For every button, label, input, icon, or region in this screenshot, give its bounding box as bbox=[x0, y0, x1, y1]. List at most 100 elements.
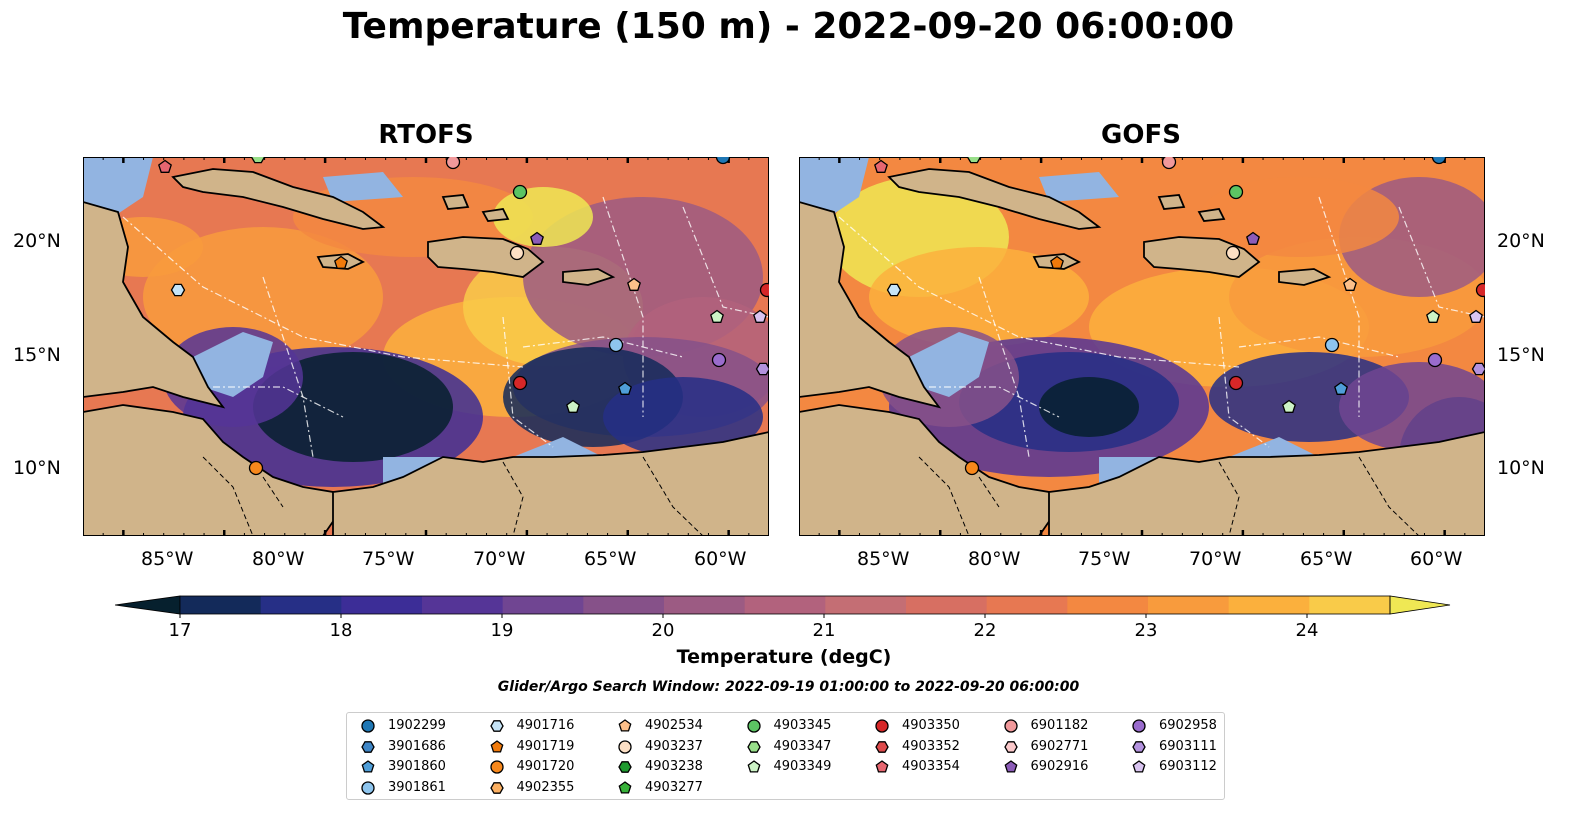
colorbar-tick-label: 23 bbox=[1134, 620, 1158, 641]
float-marker-3901861 bbox=[608, 337, 624, 353]
float-marker-4903349 bbox=[710, 309, 724, 323]
float-marker-6902916 bbox=[530, 231, 544, 245]
float-marker-4903350 bbox=[759, 282, 769, 298]
colorbar-segment bbox=[583, 596, 665, 614]
colorbar-segment bbox=[906, 596, 988, 614]
circle-marker-icon bbox=[361, 780, 375, 795]
float-marker-4903349 bbox=[1426, 309, 1440, 323]
float-marker-3901860 bbox=[1334, 381, 1348, 395]
colorbar-segment bbox=[825, 596, 907, 614]
lon-tick-label: 70°W bbox=[1189, 548, 1242, 570]
legend-label: 6902958 bbox=[1159, 718, 1217, 733]
pentagon-marker-icon bbox=[618, 780, 632, 794]
legend-label: 1902299 bbox=[388, 718, 446, 733]
float-marker-4901720 bbox=[248, 460, 264, 476]
eez-boundary bbox=[1238, 336, 1400, 358]
legend-label: 4902534 bbox=[645, 718, 703, 733]
eez-boundary bbox=[502, 316, 554, 448]
gofs-map bbox=[799, 157, 1485, 536]
float-marker-4901716 bbox=[170, 283, 186, 297]
legend-label: 4903350 bbox=[902, 718, 960, 733]
legend-label: 4903349 bbox=[773, 759, 832, 774]
legend-label: 6901182 bbox=[1030, 718, 1089, 733]
float-marker-4903347 bbox=[250, 157, 266, 164]
landmass bbox=[332, 431, 769, 536]
hexagon-marker-icon bbox=[361, 740, 375, 753]
pentagon-marker-icon bbox=[747, 760, 760, 773]
temperature-patch bbox=[869, 247, 1089, 347]
colorbar-tick-label: 21 bbox=[812, 620, 836, 641]
float-marker-4903237 bbox=[1225, 245, 1241, 261]
legend-label: 3901686 bbox=[388, 738, 446, 754]
shallow-shelf bbox=[909, 332, 989, 397]
colorbar-segment bbox=[744, 596, 826, 614]
circle-marker-icon bbox=[1003, 719, 1018, 733]
colorbar-segment bbox=[986, 596, 1068, 614]
hexagon-marker-icon bbox=[875, 740, 889, 753]
colorbar-tick-label: 19 bbox=[490, 620, 514, 641]
circle-marker-icon bbox=[618, 739, 632, 754]
legend-label: 4903352 bbox=[902, 738, 960, 754]
hexagon-marker-icon bbox=[746, 740, 761, 753]
colorbar bbox=[115, 595, 1451, 618]
legend-label: 4903354 bbox=[902, 759, 960, 774]
lon-tick-label: 60°W bbox=[694, 548, 747, 570]
country-border bbox=[1358, 456, 1420, 536]
legend-label: 3901860 bbox=[388, 759, 446, 774]
shallow-shelf bbox=[193, 332, 273, 397]
colorbar-segment bbox=[502, 596, 584, 614]
float-marker-6901182 bbox=[445, 157, 461, 170]
float-marker-4903349 bbox=[566, 399, 580, 413]
legend-label: 6903111 bbox=[1159, 738, 1217, 754]
landmass bbox=[562, 268, 616, 286]
country-border bbox=[978, 476, 1000, 508]
float-legend: 1902299 3901686 3901860 3901861 4901716 49017… bbox=[346, 712, 1225, 800]
pentagon-marker-icon bbox=[875, 760, 889, 773]
float-marker-4903350 bbox=[1228, 375, 1244, 391]
lon-tick-label: 70°W bbox=[473, 548, 526, 570]
lat-tick-label: 15°N bbox=[1497, 344, 1545, 366]
rtofs-map bbox=[83, 157, 769, 536]
colorbar-segment bbox=[1067, 596, 1149, 614]
colorbar-segment bbox=[260, 596, 342, 614]
country-border bbox=[1218, 461, 1240, 536]
colorbar-tick-label: 24 bbox=[1295, 620, 1319, 641]
float-marker-6903111 bbox=[1471, 362, 1485, 376]
landmass bbox=[441, 194, 470, 210]
lon-tick-label: 75°W bbox=[362, 548, 415, 570]
float-marker-6901182 bbox=[1161, 157, 1177, 170]
colorbar-max-arrow bbox=[1389, 595, 1451, 615]
legend-label: 3901861 bbox=[388, 779, 446, 795]
lon-tick-label: 60°W bbox=[1410, 548, 1463, 570]
colorbar-segment bbox=[422, 596, 504, 614]
colorbar-segment bbox=[1228, 596, 1310, 614]
float-marker-6902958 bbox=[1427, 352, 1443, 368]
float-marker-4903354 bbox=[158, 159, 172, 173]
circle-marker-icon bbox=[746, 719, 761, 733]
colorbar-segment bbox=[1148, 596, 1230, 614]
hexagon-marker-icon bbox=[1132, 740, 1146, 753]
float-marker-3901861 bbox=[1324, 337, 1340, 353]
hexagon-marker-icon bbox=[489, 781, 504, 794]
shallow-shelf bbox=[1039, 172, 1119, 202]
colorbar-segment bbox=[341, 596, 423, 614]
legend-label: 4903237 bbox=[645, 738, 703, 754]
colorbar-tick-label: 22 bbox=[973, 620, 997, 641]
temperature-patch bbox=[253, 352, 453, 462]
colorbar-segment bbox=[1309, 596, 1391, 614]
pentagon-marker-icon bbox=[361, 760, 375, 773]
landmass bbox=[799, 201, 942, 409]
lat-tick-label: 20°N bbox=[13, 230, 61, 252]
float-marker-4903350 bbox=[512, 375, 528, 391]
colorbar-segment bbox=[180, 596, 262, 614]
lon-tick-label: 80°W bbox=[968, 548, 1021, 570]
country-border bbox=[262, 476, 284, 508]
float-marker-6902958 bbox=[711, 352, 727, 368]
temperature-patch bbox=[493, 187, 593, 247]
landmass bbox=[83, 404, 345, 536]
float-marker-1902299 bbox=[1431, 157, 1447, 165]
eez-boundary bbox=[929, 386, 1060, 418]
colorbar-segment bbox=[664, 596, 746, 614]
float-marker-1902299 bbox=[715, 157, 731, 165]
temperature-patch bbox=[1039, 377, 1139, 437]
